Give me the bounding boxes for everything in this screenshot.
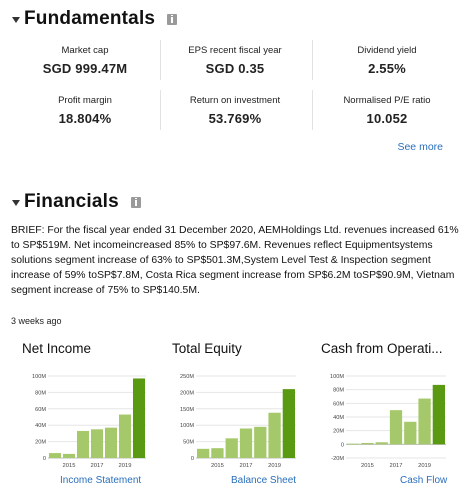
y-tick-label: 0 (43, 456, 46, 462)
x-tick-label: 2017 (240, 463, 253, 469)
divider (312, 40, 313, 80)
metric-profit-margin: Profit margin 18.804% (10, 95, 160, 126)
timestamp: 3 weeks ago (11, 316, 62, 326)
bar-2018[interactable] (104, 427, 118, 458)
metric-label: Dividend yield (357, 45, 417, 56)
metric-value: SGD 0.35 (205, 61, 265, 76)
divider (312, 90, 313, 130)
bar-2017[interactable] (90, 429, 104, 458)
chart-title-total-equity: Total Equity (172, 341, 242, 356)
metric-eps: EPS recent fiscal year SGD 0.35 (160, 45, 310, 76)
y-tick-label: 50M (183, 440, 194, 446)
divider (160, 90, 161, 130)
financials-brief: BRIEF: For the fiscal year ended 31 Dece… (11, 225, 459, 296)
metric-market-cap: Market cap SGD 999.47M (10, 45, 160, 76)
y-tick-label: 100M (330, 374, 344, 380)
bar-2018[interactable] (254, 426, 267, 458)
y-tick-label: 250M (180, 374, 194, 380)
bar-2020[interactable] (282, 389, 295, 458)
cash-flow-link[interactable]: Cash Flow (400, 475, 448, 486)
y-tick-label: -20M (331, 456, 344, 462)
y-tick-label: 80M (35, 390, 46, 396)
y-tick-label: 40M (333, 415, 344, 421)
y-tick-label: 60M (333, 401, 344, 407)
metric-dividend-yield: Dividend yield 2.55% (312, 45, 462, 76)
x-tick-label: 2017 (91, 463, 104, 469)
bar-2017[interactable] (389, 410, 403, 445)
metric-value: 18.804% (58, 111, 112, 126)
y-tick-label: 100M (32, 374, 46, 380)
bar-2016[interactable] (375, 442, 388, 445)
collapse-triangle-icon[interactable] (12, 200, 20, 206)
cash-from-operations-chart[interactable]: 100M 80M 60M 40M 20M 0 -20M 2015 2017 2019 (326, 370, 450, 475)
section-title: Financials (24, 191, 119, 212)
bar-2020[interactable] (432, 384, 445, 445)
bar-2019[interactable] (418, 398, 431, 445)
x-tick-label: 2015 (211, 463, 224, 469)
x-tick-label: 2015 (361, 463, 374, 469)
y-tick-label: 60M (35, 407, 46, 413)
y-tick-label: 20M (333, 429, 344, 435)
x-tick-label: 2019 (119, 463, 132, 469)
bar-2014[interactable] (48, 453, 62, 458)
y-tick-label: 100M (180, 423, 194, 429)
y-tick-label: 150M (180, 407, 194, 413)
see-more-link[interactable]: See more (397, 141, 443, 153)
chart-title-cash-from-operations: Cash from Operati... (321, 341, 443, 356)
bar-2015[interactable] (361, 442, 374, 445)
bar-2020[interactable] (132, 378, 146, 458)
metric-label: Normalised P/E ratio (343, 95, 431, 106)
bar-2019[interactable] (268, 412, 281, 458)
bar-2017[interactable] (239, 428, 253, 458)
metric-value: SGD 999.47M (42, 61, 128, 76)
bar-2016[interactable] (225, 438, 238, 458)
x-tick-label: 2019 (268, 463, 281, 469)
collapse-triangle-icon[interactable] (12, 17, 20, 23)
y-tick-label: 80M (333, 388, 344, 394)
metric-label: Market cap (61, 45, 109, 56)
bar-2018[interactable] (404, 421, 417, 445)
metric-value: 2.55% (368, 61, 406, 76)
bar-2015[interactable] (211, 448, 224, 458)
metric-label: Return on investment (189, 95, 281, 106)
balance-sheet-link[interactable]: Balance Sheet (231, 475, 297, 486)
y-tick-label: 40M (35, 423, 46, 429)
y-tick-label: 200M (180, 390, 194, 396)
x-tick-label: 2019 (418, 463, 431, 469)
metric-value: 10.052 (366, 111, 408, 126)
bar-2015[interactable] (62, 453, 76, 458)
section-title: Fundamentals (24, 8, 156, 29)
divider (160, 40, 161, 80)
y-tick-label: 20M (35, 440, 46, 446)
info-icon[interactable] (130, 196, 141, 208)
metric-label: Profit margin (58, 95, 112, 106)
income-statement-link[interactable]: Income Statement (60, 475, 142, 486)
x-tick-label: 2015 (63, 463, 76, 469)
x-tick-label: 2017 (390, 463, 403, 469)
fundamentals-header[interactable]: Fundamentals (12, 8, 178, 30)
bar-2014[interactable] (347, 443, 360, 445)
chart-title-net-income: Net Income (22, 341, 92, 356)
info-icon[interactable] (167, 13, 178, 25)
bar-2014[interactable] (197, 448, 210, 458)
metric-label: EPS recent fiscal year (188, 45, 282, 56)
bar-2016[interactable] (76, 430, 90, 458)
y-tick-label: 0 (191, 456, 194, 462)
bar-2019[interactable] (118, 414, 132, 458)
y-tick-label: 0 (341, 442, 344, 448)
metric-return-on-investment: Return on investment 53.769% (160, 95, 310, 126)
metric-value: 53.769% (208, 111, 262, 126)
metric-pe-ratio: Normalised P/E ratio 10.052 (312, 95, 462, 126)
financials-header[interactable]: Financials (12, 191, 141, 213)
net-income-chart[interactable]: 100M 80M 60M 40M 20M 0 2015 2017 2019 (30, 370, 150, 475)
total-equity-chart[interactable]: 250M 200M 150M 100M 50M 0 2015 2017 2019 (176, 370, 300, 475)
